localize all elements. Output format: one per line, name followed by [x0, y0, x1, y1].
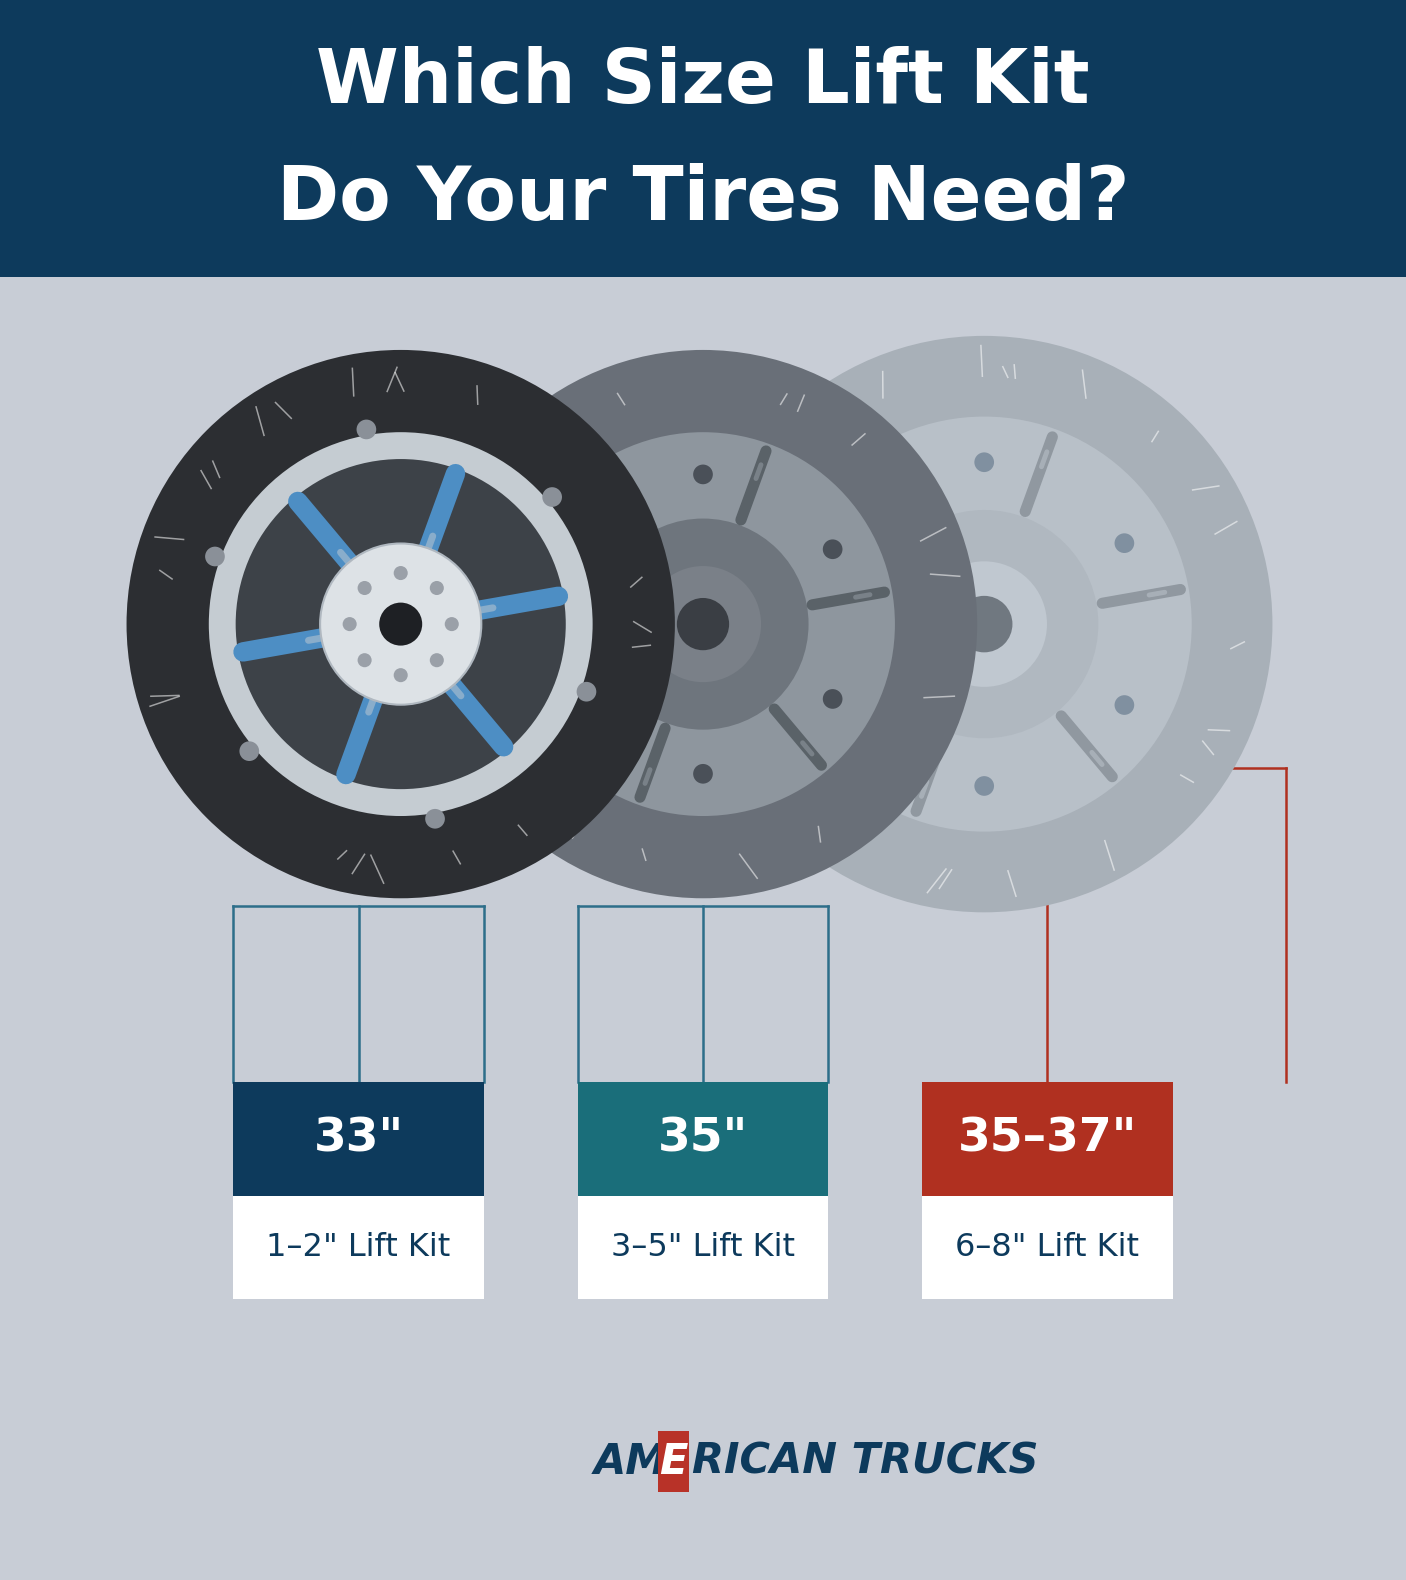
Ellipse shape — [239, 741, 259, 762]
Bar — [578, 1196, 828, 1299]
Ellipse shape — [357, 581, 371, 596]
Ellipse shape — [357, 420, 377, 439]
Bar — [0, 0, 1406, 276]
Ellipse shape — [693, 465, 713, 483]
Text: Which Size Lift Kit: Which Size Lift Kit — [316, 46, 1090, 120]
Ellipse shape — [343, 618, 357, 630]
Ellipse shape — [425, 809, 444, 828]
Text: 6–8" Lift Kit: 6–8" Lift Kit — [956, 1232, 1139, 1262]
Ellipse shape — [921, 561, 1047, 687]
Ellipse shape — [394, 668, 408, 683]
Ellipse shape — [645, 566, 761, 683]
Ellipse shape — [823, 689, 842, 709]
Ellipse shape — [205, 547, 225, 566]
Text: RICAN TRUCKS: RICAN TRUCKS — [692, 1441, 1038, 1482]
Ellipse shape — [696, 337, 1272, 912]
Ellipse shape — [564, 689, 583, 709]
Ellipse shape — [823, 539, 842, 559]
Ellipse shape — [444, 618, 458, 630]
Ellipse shape — [974, 776, 994, 796]
Bar — [658, 1431, 689, 1492]
Text: Do Your Tires Need?: Do Your Tires Need? — [277, 163, 1129, 235]
Ellipse shape — [127, 349, 675, 899]
Bar — [578, 1082, 828, 1196]
Ellipse shape — [394, 566, 408, 580]
Ellipse shape — [236, 460, 565, 788]
Ellipse shape — [543, 487, 562, 507]
Ellipse shape — [380, 602, 422, 646]
Text: 1–2" Lift Kit: 1–2" Lift Kit — [266, 1232, 451, 1262]
Ellipse shape — [510, 433, 894, 815]
Ellipse shape — [357, 653, 371, 667]
Text: 35": 35" — [658, 1117, 748, 1161]
Ellipse shape — [576, 683, 596, 702]
Ellipse shape — [208, 433, 592, 815]
Ellipse shape — [430, 581, 444, 596]
Ellipse shape — [1115, 534, 1135, 553]
Text: E: E — [659, 1441, 688, 1482]
Ellipse shape — [834, 695, 853, 714]
Ellipse shape — [564, 539, 583, 559]
Text: 33": 33" — [314, 1117, 404, 1161]
Bar — [233, 1196, 484, 1299]
Ellipse shape — [870, 510, 1098, 738]
Ellipse shape — [676, 597, 730, 651]
Ellipse shape — [321, 544, 481, 705]
Bar — [922, 1082, 1173, 1196]
Bar — [233, 1082, 484, 1196]
Ellipse shape — [429, 349, 977, 899]
Text: 3–5" Lift Kit: 3–5" Lift Kit — [612, 1232, 794, 1262]
Ellipse shape — [974, 452, 994, 472]
Ellipse shape — [956, 596, 1012, 653]
Text: AM: AM — [593, 1441, 666, 1482]
Ellipse shape — [430, 653, 444, 667]
Ellipse shape — [834, 534, 853, 553]
Text: 35–37": 35–37" — [957, 1117, 1137, 1161]
Ellipse shape — [776, 417, 1192, 831]
Ellipse shape — [693, 765, 713, 784]
Ellipse shape — [1115, 695, 1135, 714]
Bar — [922, 1196, 1173, 1299]
Ellipse shape — [598, 518, 808, 730]
